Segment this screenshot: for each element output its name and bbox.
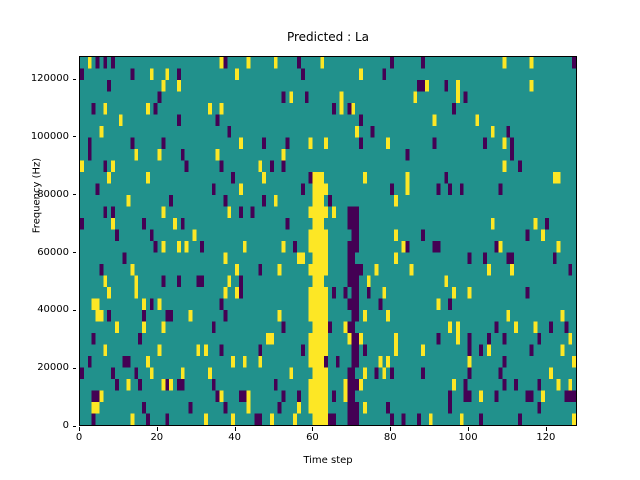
y-tick-label: 60000 — [37, 246, 69, 258]
x-tick-label: 0 — [75, 432, 83, 443]
x-tick-label: 100 — [458, 432, 478, 443]
y-tick-mark — [72, 425, 76, 427]
y-tick-mark — [72, 252, 76, 254]
heatmap-image — [80, 57, 576, 425]
x-tick-mark — [390, 427, 392, 431]
x-tick-mark — [312, 427, 314, 431]
y-tick-label: 120000 — [30, 73, 69, 85]
y-tick-label: 80000 — [37, 188, 69, 200]
y-tick-label: 40000 — [37, 304, 69, 316]
x-tick-mark — [234, 427, 236, 431]
x-tick-label: 60 — [306, 432, 319, 443]
y-tick-label: 20000 — [37, 362, 69, 374]
y-tick: 60000 — [0, 247, 76, 259]
y-tick-mark — [72, 78, 76, 80]
y-tick-label: 0 — [62, 420, 69, 431]
x-tick-mark — [156, 427, 158, 431]
x-tick-label: 80 — [383, 432, 397, 443]
x-tick-label: 20 — [150, 432, 164, 443]
x-tick-label: 40 — [228, 432, 241, 443]
y-tick-label: 100000 — [30, 130, 69, 142]
x-tick-mark — [468, 427, 470, 431]
y-tick: 100000 — [0, 131, 76, 143]
y-tick: 80000 — [0, 189, 76, 201]
heatmap-plot-area — [79, 56, 577, 426]
y-tick-mark — [72, 309, 76, 311]
y-tick: 120000 — [0, 73, 76, 85]
y-tick-mark — [72, 367, 76, 369]
x-tick-mark — [545, 427, 547, 431]
y-tick: 0 — [0, 420, 76, 432]
x-axis-label: Time step — [303, 455, 353, 466]
x-tick-mark — [79, 427, 80, 431]
chart-title: Predicted : La — [286, 30, 370, 44]
y-tick-mark — [72, 194, 76, 196]
x-tick-label: 120 — [536, 432, 556, 443]
y-tick: 20000 — [0, 362, 76, 374]
y-tick-mark — [72, 136, 76, 138]
y-tick: 40000 — [0, 304, 76, 316]
